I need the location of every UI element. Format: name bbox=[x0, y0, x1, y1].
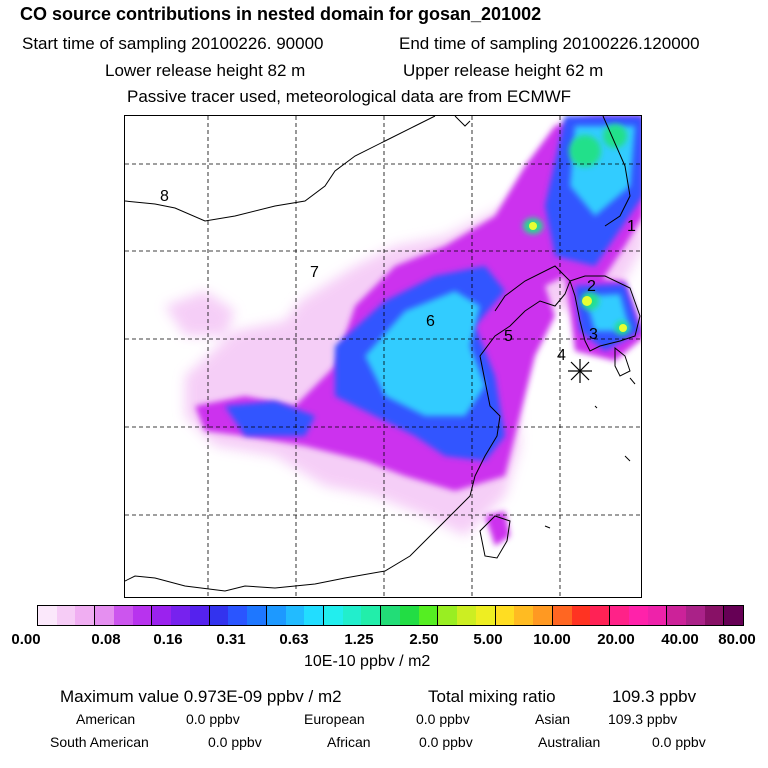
region-label-2: 2 bbox=[587, 278, 596, 295]
colorbar-segment bbox=[667, 606, 686, 625]
map-title: CO source contributions in nested domain… bbox=[20, 4, 542, 24]
colorbar-tick: 80.00 bbox=[718, 631, 756, 648]
colorbar-tick: 0.31 bbox=[216, 631, 246, 648]
colorbar-segment bbox=[438, 606, 458, 625]
total-mixing-ratio-value: 109.3 ppbv bbox=[612, 687, 697, 706]
colorbar-segment bbox=[189, 606, 210, 625]
south-american-label: South American bbox=[50, 734, 149, 750]
tracer-note: Passive tracer used, meteorological data… bbox=[127, 87, 572, 106]
colorbar-segment bbox=[399, 606, 419, 625]
colorbar-segment bbox=[56, 606, 76, 625]
colorbar bbox=[37, 605, 744, 626]
colorbar-segment bbox=[247, 606, 267, 625]
region-label-8: 8 bbox=[160, 188, 169, 205]
colorbar-tick: 0.08 bbox=[91, 631, 121, 648]
coastlines bbox=[125, 116, 641, 592]
region-label-4: 4 bbox=[557, 347, 566, 364]
colorbar-segment bbox=[38, 606, 57, 625]
australian-label: Australian bbox=[538, 734, 601, 750]
maximum-value: Maximum value 0.973E-09 ppbv / m2 bbox=[60, 687, 342, 706]
colorbar-segment bbox=[704, 606, 725, 625]
receptor-star-icon bbox=[568, 359, 592, 383]
total-mixing-ratio-label: Total mixing ratio bbox=[428, 687, 556, 706]
colorbar-segment bbox=[475, 606, 496, 625]
african-value: 0.0 ppbv bbox=[419, 734, 473, 750]
region-label-7: 7 bbox=[310, 264, 319, 281]
colorbar-tick: 2.50 bbox=[409, 631, 439, 648]
colorbar-segment bbox=[342, 606, 362, 625]
colorbar-segment bbox=[533, 606, 553, 625]
colorbar-segment bbox=[628, 606, 648, 625]
lower-release-height: Lower release height 82 m bbox=[105, 61, 306, 80]
colorbar-tick: 20.00 bbox=[597, 631, 635, 648]
colorbar-segment bbox=[495, 606, 515, 625]
colorbar-segment bbox=[285, 606, 305, 625]
american-label: American bbox=[76, 711, 136, 727]
grid bbox=[125, 116, 641, 597]
colorbar-segment bbox=[418, 606, 439, 625]
colorbar-segment bbox=[724, 606, 744, 625]
map-panel: 8 7 6 5 4 3 2 1 bbox=[124, 115, 642, 598]
colorbar-segment bbox=[75, 606, 96, 625]
colorbar-tick: 10.00 bbox=[533, 631, 571, 648]
colorbar-tick: 40.00 bbox=[661, 631, 699, 648]
australian-value: 0.0 ppbv bbox=[652, 734, 706, 750]
end-time: End time of sampling 20100226.120000 bbox=[399, 34, 700, 53]
colorbar-segment bbox=[610, 606, 629, 625]
region-label-5: 5 bbox=[504, 328, 513, 345]
colorbar-unit: 10E-10 ppbv / m2 bbox=[304, 653, 431, 670]
colorbar-segment bbox=[381, 606, 400, 625]
colorbar-segment bbox=[324, 606, 343, 625]
asian-value: 109.3 ppbv bbox=[608, 711, 678, 727]
region-label-3: 3 bbox=[589, 326, 598, 343]
upper-release-height: Upper release height 62 m bbox=[403, 61, 604, 80]
colorbar-tick: 5.00 bbox=[473, 631, 503, 648]
asian-label: Asian bbox=[535, 711, 571, 727]
colorbar-segment bbox=[304, 606, 325, 625]
colorbar-segment bbox=[361, 606, 382, 625]
colorbar-segment bbox=[571, 606, 591, 625]
colorbar-segment bbox=[228, 606, 248, 625]
colorbar-tick: 0.63 bbox=[279, 631, 309, 648]
colorbar-segment bbox=[552, 606, 572, 625]
colorbar-segment bbox=[266, 606, 286, 625]
african-label: African bbox=[327, 734, 371, 750]
region-label-6: 6 bbox=[426, 313, 435, 330]
colorbar-segment bbox=[590, 606, 611, 625]
european-label: European bbox=[304, 711, 365, 727]
colorbar-segment bbox=[171, 606, 190, 625]
colorbar-segment bbox=[457, 606, 476, 625]
american-value: 0.0 ppbv bbox=[186, 711, 240, 727]
colorbar-segment bbox=[132, 606, 153, 625]
colorbar-segment bbox=[95, 606, 114, 625]
start-time: Start time of sampling 20100226. 90000 bbox=[22, 34, 324, 53]
map-canvas bbox=[125, 116, 641, 597]
south-american-value: 0.0 ppbv bbox=[208, 734, 262, 750]
colorbar-segment bbox=[152, 606, 172, 625]
plume-yellow bbox=[529, 222, 627, 332]
colorbar-segment bbox=[113, 606, 133, 625]
colorbar-segment bbox=[514, 606, 534, 625]
colorbar-tick: 0.00 bbox=[11, 631, 41, 648]
colorbar-segment bbox=[685, 606, 705, 625]
colorbar-segment bbox=[209, 606, 229, 625]
colorbar-tick: 0.16 bbox=[153, 631, 183, 648]
colorbar-segment bbox=[647, 606, 668, 625]
colorbar-tick: 1.25 bbox=[344, 631, 374, 648]
region-label-1: 1 bbox=[627, 218, 636, 235]
european-value: 0.0 ppbv bbox=[416, 711, 470, 727]
